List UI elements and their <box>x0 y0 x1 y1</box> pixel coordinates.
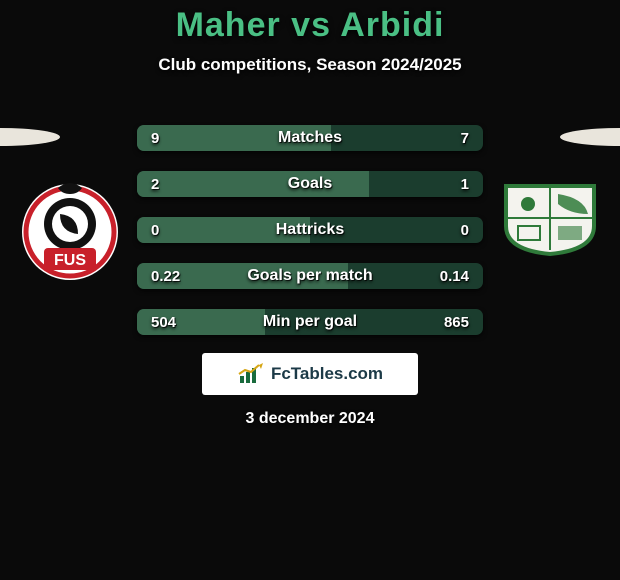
stat-bar: 0.22 Goals per match 0.14 <box>137 263 483 289</box>
crest-left-svg: FUS <box>20 180 120 280</box>
club-crest-right <box>500 180 600 280</box>
page-title: Maher vs Arbidi <box>0 6 620 45</box>
source-text: FcTables.com <box>271 364 383 384</box>
stat-bar: 9 Matches 7 <box>137 125 483 151</box>
club-crest-left: FUS <box>20 180 120 280</box>
chart-icon <box>237 362 265 386</box>
country-flag-left <box>0 128 60 146</box>
stat-bar: 504 Min per goal 865 <box>137 309 483 335</box>
stat-value-left: 0.22 <box>151 268 180 285</box>
country-flag-right <box>560 128 620 146</box>
svg-text:FUS: FUS <box>54 252 86 269</box>
stat-label: Matches <box>278 129 342 147</box>
stat-value-right: 0.14 <box>440 268 469 285</box>
stat-bar: 2 Goals 1 <box>137 171 483 197</box>
stat-value-left: 504 <box>151 314 176 331</box>
stat-label: Min per goal <box>263 313 357 331</box>
stat-value-left: 0 <box>151 222 159 239</box>
vs-word: vs <box>291 6 331 44</box>
comparison-infographic: Maher vs Arbidi Club competitions, Seaso… <box>0 0 620 580</box>
player-right-name: Arbidi <box>340 6 444 44</box>
date-text: 3 december 2024 <box>0 410 620 428</box>
stat-label: Goals <box>288 175 332 193</box>
source-badge: FcTables.com <box>202 353 418 395</box>
stat-bar: 0 Hattricks 0 <box>137 217 483 243</box>
stat-value-right: 865 <box>444 314 469 331</box>
stat-label: Goals per match <box>247 267 372 285</box>
stat-bars: 9 Matches 7 2 Goals 1 0 Hattricks 0 0.22 Goals per… <box>137 125 483 335</box>
subtitle: Club competitions, Season 2024/2025 <box>0 55 620 75</box>
crest-right-svg <box>500 180 600 256</box>
stat-value-left: 2 <box>151 176 159 193</box>
player-left-name: Maher <box>176 6 281 44</box>
stat-bar-fill <box>137 171 369 197</box>
stat-value-right: 1 <box>461 176 469 193</box>
stat-value-left: 9 <box>151 130 159 147</box>
stat-label: Hattricks <box>276 221 344 239</box>
stat-value-right: 0 <box>461 222 469 239</box>
stat-value-right: 7 <box>461 130 469 147</box>
